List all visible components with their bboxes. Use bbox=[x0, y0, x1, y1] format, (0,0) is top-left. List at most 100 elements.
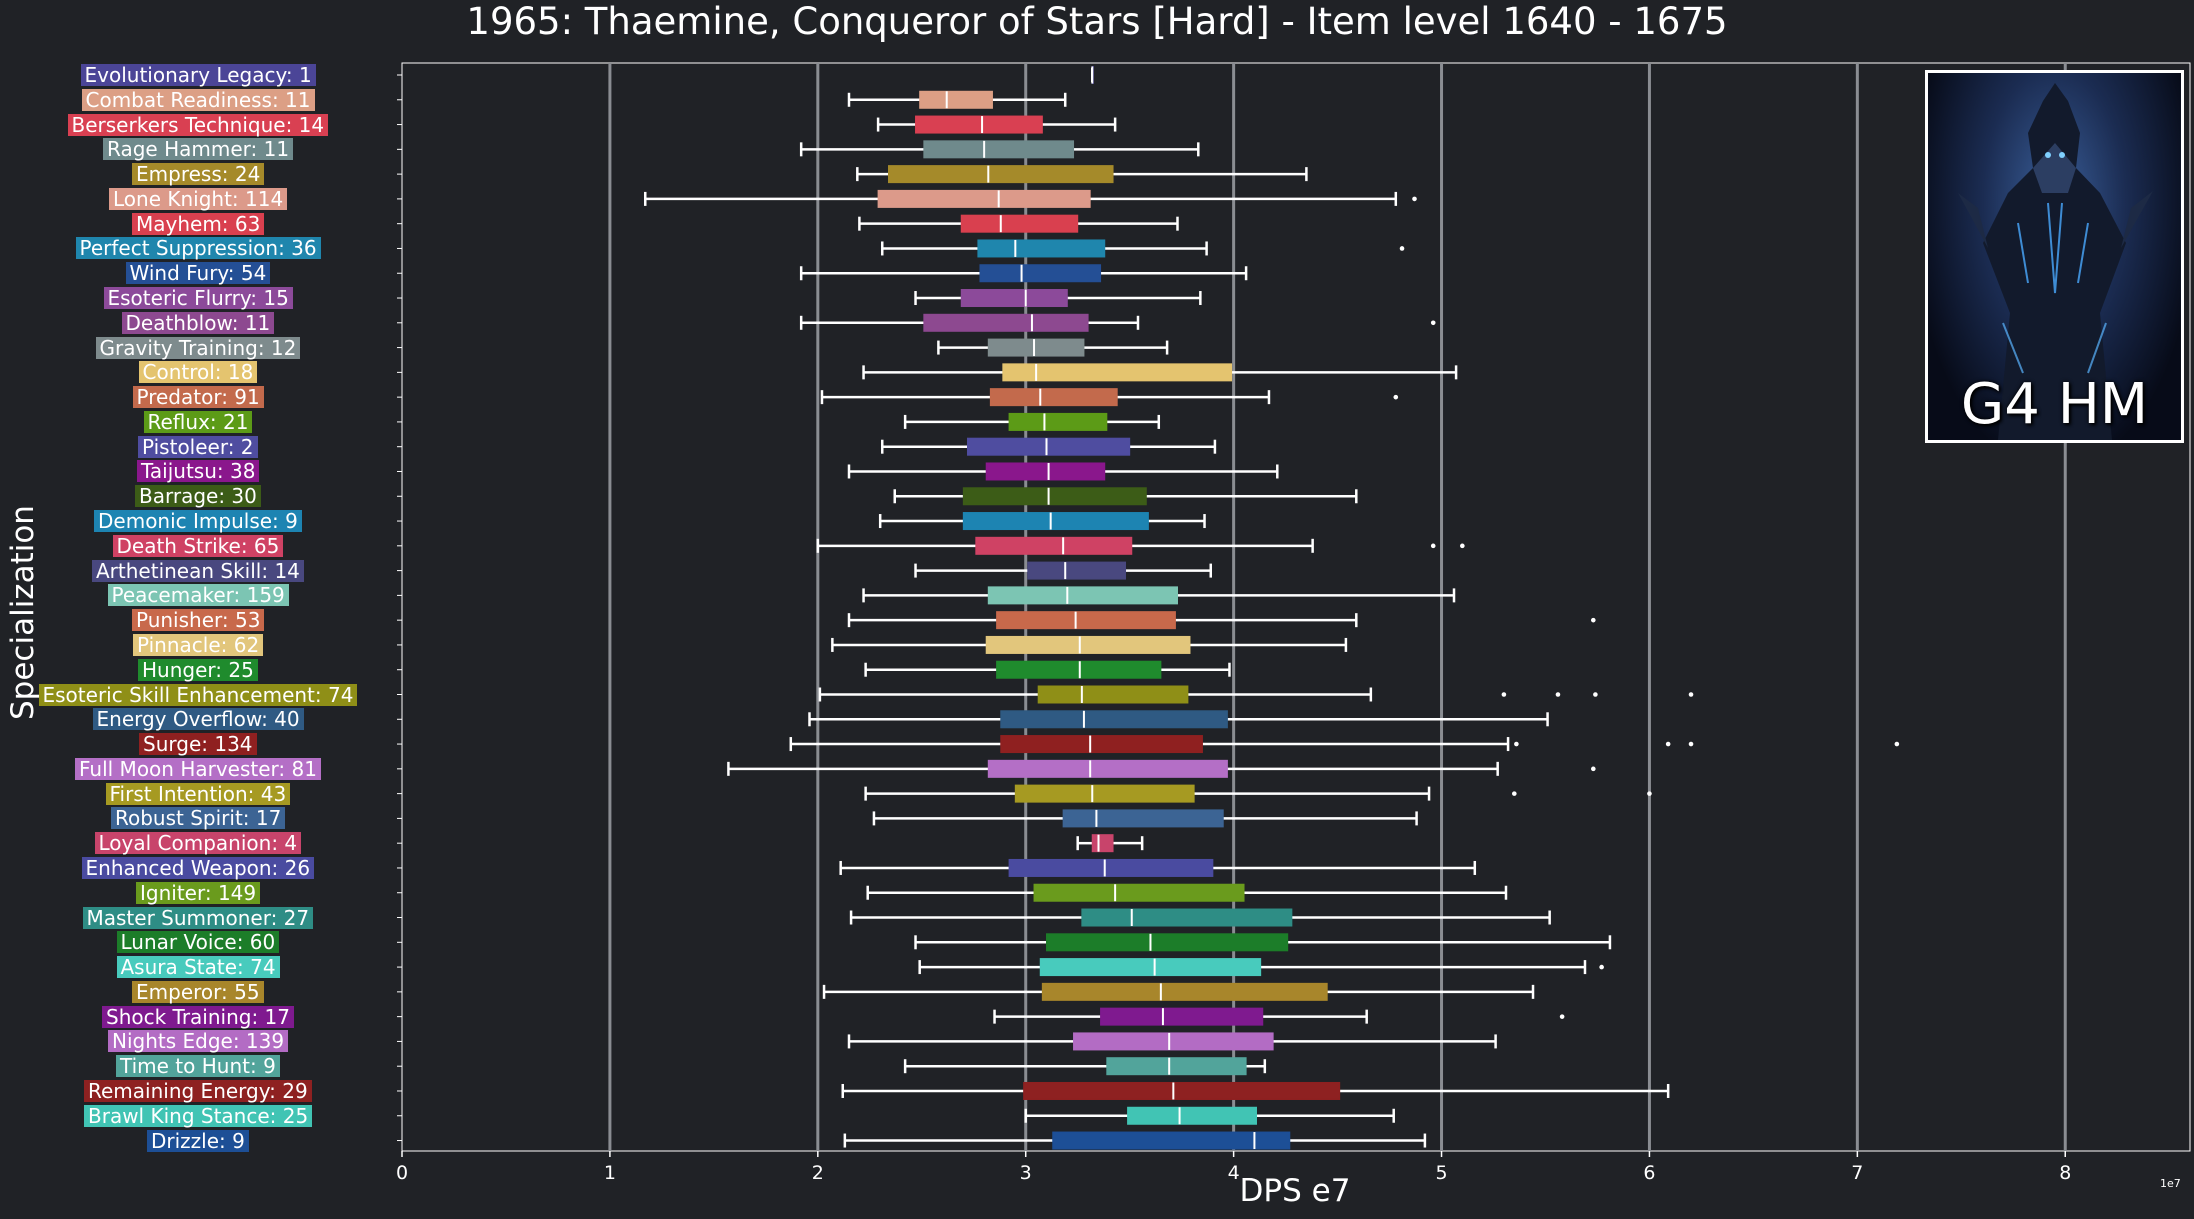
box-group bbox=[839, 858, 1477, 877]
iqr-box bbox=[987, 586, 1178, 605]
iqr-box bbox=[1008, 858, 1214, 877]
box-group bbox=[862, 363, 1458, 382]
box-group bbox=[822, 982, 1535, 1001]
outlier-point bbox=[1593, 692, 1598, 697]
category-label: Peacemaker: 159 bbox=[107, 584, 289, 607]
iqr-box bbox=[987, 338, 1085, 357]
box-group bbox=[843, 1131, 1427, 1150]
iqr-box bbox=[877, 189, 1091, 208]
iqr-box bbox=[1127, 1106, 1257, 1125]
iqr-box bbox=[1027, 561, 1127, 580]
box-group bbox=[878, 512, 1206, 531]
iqr-box bbox=[1000, 735, 1203, 754]
iqr-box bbox=[1039, 958, 1262, 977]
outlier-point bbox=[1591, 766, 1596, 772]
outlier-point bbox=[1555, 692, 1561, 697]
iqr-box bbox=[977, 239, 1106, 258]
box-group bbox=[866, 883, 1508, 902]
category-label: Emperor: 55 bbox=[132, 980, 264, 1003]
category-label: Punisher: 53 bbox=[132, 609, 265, 632]
box-group bbox=[993, 1007, 1565, 1026]
plot-frame bbox=[401, 62, 2191, 1152]
outlier-point bbox=[1688, 692, 1694, 697]
outlier-point bbox=[1591, 617, 1596, 623]
box-group bbox=[847, 462, 1279, 481]
category-label: Nights Edge: 139 bbox=[108, 1030, 289, 1053]
category-label: Deathblow: 11 bbox=[121, 311, 275, 334]
iqr-box bbox=[962, 487, 1147, 506]
box-group bbox=[644, 189, 1417, 208]
category-label: Pistoleer: 2 bbox=[138, 435, 258, 458]
category-label: Arthetinean Skill: 14 bbox=[92, 559, 304, 582]
iqr-box bbox=[1091, 834, 1114, 853]
iqr-box bbox=[985, 462, 1106, 481]
box-group bbox=[799, 264, 1248, 283]
category-label: Esoteric Skill Enhancement: 74 bbox=[38, 683, 358, 706]
x-tick-label: 3 bbox=[1020, 1162, 1032, 1184]
category-label: Esoteric Flurry: 15 bbox=[103, 287, 293, 310]
x-tick-label: 0 bbox=[396, 1162, 408, 1184]
iqr-box bbox=[987, 759, 1228, 778]
category-label: Empress: 24 bbox=[132, 163, 265, 186]
box-group bbox=[820, 388, 1399, 407]
box-group bbox=[858, 214, 1179, 233]
boxes-layer bbox=[644, 66, 1900, 1150]
outlier-point bbox=[1599, 964, 1604, 970]
iqr-box bbox=[1081, 908, 1293, 927]
box-group bbox=[914, 289, 1202, 308]
box-group bbox=[864, 660, 1231, 679]
box-group bbox=[903, 1057, 1267, 1076]
box-group bbox=[727, 759, 1596, 778]
box-group bbox=[847, 90, 1067, 109]
category-label: Predator: 91 bbox=[132, 386, 264, 409]
category-label: Control: 18 bbox=[138, 361, 258, 384]
outlier-point bbox=[1501, 692, 1507, 697]
category-label: Mayhem: 63 bbox=[132, 212, 265, 235]
y-axis-label: Specialization bbox=[5, 505, 41, 720]
chart-title: 1965: Thaemine, Conqueror of Stars [Hard… bbox=[466, 0, 1728, 43]
box-group bbox=[862, 586, 1456, 605]
box-group bbox=[841, 1081, 1670, 1100]
box-group bbox=[1091, 66, 1094, 84]
category-label: Wind Fury: 54 bbox=[125, 262, 271, 285]
iqr-box bbox=[1023, 1081, 1341, 1100]
box-group bbox=[872, 809, 1418, 828]
iqr-box bbox=[979, 264, 1102, 283]
category-label: Enhanced Weapon: 26 bbox=[81, 856, 315, 879]
iqr-box bbox=[923, 140, 1075, 159]
x-tick-label: 6 bbox=[1643, 1162, 1655, 1184]
category-label: Death Strike: 65 bbox=[112, 534, 284, 557]
iqr-box bbox=[1106, 1057, 1247, 1076]
category-label: Loyal Companion: 4 bbox=[94, 832, 302, 855]
iqr-box bbox=[1002, 363, 1233, 382]
box-group bbox=[918, 958, 1604, 977]
outlier-point bbox=[1460, 543, 1465, 549]
outlier-point bbox=[1688, 741, 1694, 747]
iqr-box bbox=[1062, 809, 1224, 828]
x-axis-label: DPS e7 bbox=[1239, 1173, 1351, 1209]
grid-layer bbox=[608, 63, 2067, 1151]
box-group bbox=[808, 710, 1549, 729]
box-group bbox=[937, 338, 1169, 357]
ticks-layer: 0 1 2 3 4 5 6 7 8 bbox=[396, 74, 2071, 1184]
category-label: Surge: 134 bbox=[139, 733, 257, 756]
box-group bbox=[816, 536, 1465, 555]
box-group bbox=[893, 487, 1358, 506]
box-group bbox=[876, 115, 1117, 134]
category-label: Full Moon Harvester: 81 bbox=[75, 757, 321, 780]
thumbnail-caption: G4 HM bbox=[1960, 372, 2149, 437]
iqr-box bbox=[1033, 883, 1245, 902]
category-label: Perfect Suppression: 36 bbox=[75, 237, 321, 260]
x-tick-label: 5 bbox=[1435, 1162, 1447, 1184]
iqr-box bbox=[975, 536, 1133, 555]
outlier-point bbox=[1894, 741, 1900, 747]
category-label: Evolutionary Legacy: 1 bbox=[80, 64, 316, 86]
outlier-point bbox=[1514, 741, 1519, 747]
x-tick-label: 7 bbox=[1851, 1162, 1863, 1184]
box-group bbox=[818, 685, 1694, 704]
category-label: First Intention: 43 bbox=[105, 782, 291, 805]
iqr-box bbox=[919, 90, 993, 109]
iqr-box bbox=[1041, 982, 1328, 1001]
box-group bbox=[881, 239, 1405, 258]
iqr-box bbox=[967, 437, 1131, 456]
